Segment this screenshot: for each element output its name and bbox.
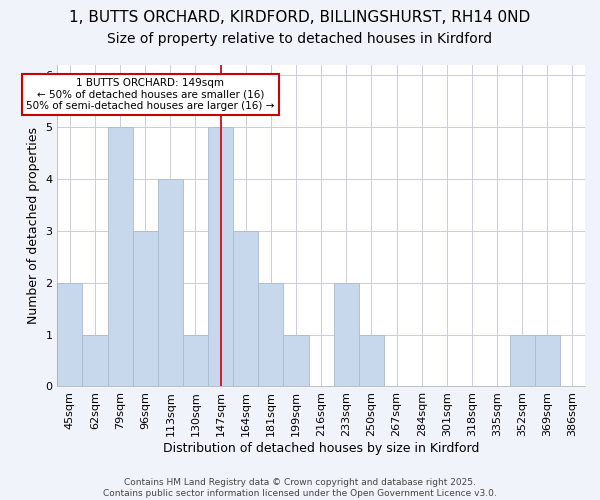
Text: Size of property relative to detached houses in Kirdford: Size of property relative to detached ho… — [107, 32, 493, 46]
Bar — [359, 334, 384, 386]
X-axis label: Distribution of detached houses by size in Kirdford: Distribution of detached houses by size … — [163, 442, 479, 455]
Bar — [283, 334, 308, 386]
Bar — [233, 231, 259, 386]
Text: Contains HM Land Registry data © Crown copyright and database right 2025.
Contai: Contains HM Land Registry data © Crown c… — [103, 478, 497, 498]
Bar — [158, 179, 183, 386]
Bar — [259, 283, 283, 387]
Bar — [57, 283, 82, 387]
Bar — [107, 127, 133, 386]
Text: 1 BUTTS ORCHARD: 149sqm
← 50% of detached houses are smaller (16)
50% of semi-de: 1 BUTTS ORCHARD: 149sqm ← 50% of detache… — [26, 78, 274, 111]
Bar — [208, 127, 233, 386]
Bar — [82, 334, 107, 386]
Bar — [183, 334, 208, 386]
Bar — [334, 283, 359, 387]
Bar — [509, 334, 535, 386]
Bar — [133, 231, 158, 386]
Text: 1, BUTTS ORCHARD, KIRDFORD, BILLINGSHURST, RH14 0ND: 1, BUTTS ORCHARD, KIRDFORD, BILLINGSHURS… — [70, 10, 530, 25]
Y-axis label: Number of detached properties: Number of detached properties — [27, 127, 40, 324]
Bar — [535, 334, 560, 386]
